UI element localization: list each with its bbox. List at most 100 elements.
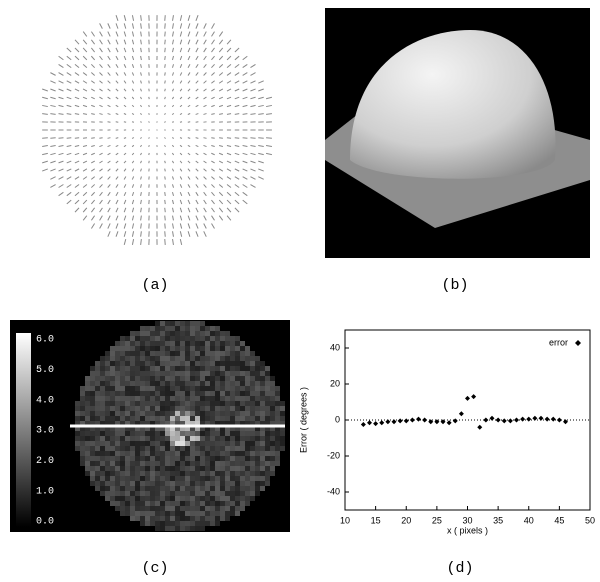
needle — [188, 81, 190, 84]
pixel — [210, 466, 215, 471]
pixel — [205, 386, 210, 391]
pixel — [100, 481, 105, 486]
pixel — [200, 436, 205, 441]
pixel — [85, 401, 90, 406]
pixel — [155, 331, 160, 336]
colorbar-label: 4.0 — [36, 395, 54, 406]
needle — [59, 153, 64, 154]
pixel — [80, 391, 85, 396]
needle — [165, 208, 166, 212]
pixel — [180, 401, 185, 406]
needle — [100, 200, 103, 204]
needle — [83, 161, 87, 163]
pixel — [235, 441, 240, 446]
needle — [108, 105, 111, 106]
pixel — [250, 396, 255, 401]
pixel — [160, 476, 165, 481]
needle — [91, 138, 95, 139]
pixel — [175, 396, 180, 401]
pixel — [280, 446, 285, 451]
pixel — [205, 341, 210, 346]
pixel — [170, 506, 175, 511]
needle — [140, 153, 141, 155]
pixel — [265, 401, 270, 406]
pixel — [155, 336, 160, 341]
needle — [124, 56, 126, 60]
needle — [165, 23, 166, 28]
pixel — [150, 376, 155, 381]
pixel — [85, 396, 90, 401]
pixel — [150, 431, 155, 436]
needle — [243, 89, 248, 91]
pixel — [240, 446, 245, 451]
pixel — [95, 366, 100, 371]
pixel — [130, 471, 135, 476]
needle — [83, 89, 87, 91]
pixel — [245, 486, 250, 491]
pixel — [80, 436, 85, 441]
needle — [42, 89, 48, 91]
pixel — [185, 466, 190, 471]
point — [471, 394, 476, 399]
point — [422, 418, 427, 423]
needle — [219, 208, 222, 212]
pixel — [80, 401, 85, 406]
pixel — [155, 441, 160, 446]
pixel — [175, 506, 180, 511]
pixel — [230, 481, 235, 486]
pixel — [90, 386, 95, 391]
needle — [116, 145, 119, 146]
pixel — [105, 481, 110, 486]
needle — [141, 89, 142, 92]
pixel — [235, 391, 240, 396]
needle — [204, 184, 207, 187]
pixel — [200, 376, 205, 381]
pixel — [90, 396, 95, 401]
pixel — [150, 476, 155, 481]
pixel — [275, 396, 280, 401]
pixel — [125, 436, 130, 441]
pixel — [170, 521, 175, 526]
needle — [116, 208, 118, 212]
needle — [108, 89, 111, 91]
pixel — [210, 411, 215, 416]
needle — [250, 153, 255, 154]
needle — [67, 73, 71, 76]
needle — [172, 184, 173, 187]
pixel — [165, 496, 170, 501]
pixel — [160, 331, 165, 336]
needle — [180, 89, 182, 91]
pixel — [165, 351, 170, 356]
needle — [116, 23, 118, 28]
needle — [67, 200, 71, 204]
pixel — [240, 411, 245, 416]
needle — [165, 72, 166, 75]
point — [447, 420, 452, 425]
pixel — [175, 436, 180, 441]
pixel — [210, 481, 215, 486]
needle — [108, 64, 111, 67]
pixel — [190, 321, 195, 326]
needle — [235, 138, 239, 139]
pixel — [115, 356, 120, 361]
pixel — [130, 491, 135, 496]
needle — [219, 64, 223, 67]
pixel — [195, 451, 200, 456]
pixel — [140, 476, 145, 481]
pixel — [225, 471, 230, 476]
needle — [124, 97, 126, 99]
pixel — [150, 456, 155, 461]
pixel — [190, 471, 195, 476]
figure: (a) (b) 0.01.02.03.04.05.06.0 (c) 101520… — [0, 0, 600, 582]
pixel — [220, 496, 225, 501]
pixel — [170, 356, 175, 361]
needle — [165, 216, 166, 221]
pixel — [140, 461, 145, 466]
pixel — [135, 356, 140, 361]
needle — [99, 105, 102, 106]
pixel — [165, 526, 170, 531]
pixel — [245, 501, 250, 506]
needle — [59, 177, 64, 180]
pixel — [140, 356, 145, 361]
pixel — [105, 376, 110, 381]
